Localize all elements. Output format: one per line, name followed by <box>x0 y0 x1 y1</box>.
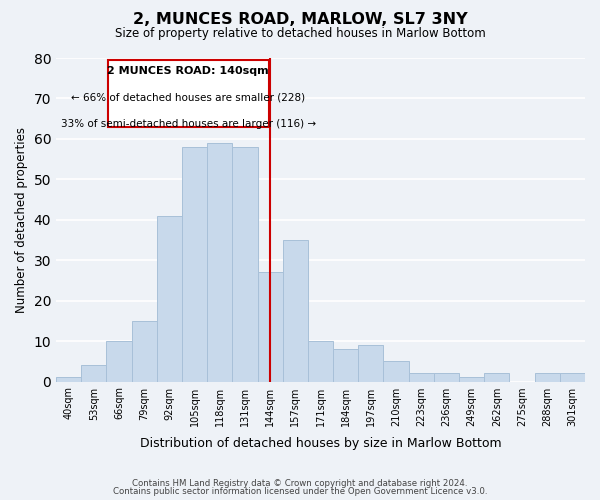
Y-axis label: Number of detached properties: Number of detached properties <box>15 127 28 313</box>
Bar <box>232 147 257 382</box>
Bar <box>131 321 157 382</box>
Bar <box>56 378 81 382</box>
Bar <box>484 374 509 382</box>
Bar <box>283 240 308 382</box>
Bar <box>106 341 131 382</box>
Bar <box>257 272 283 382</box>
Bar <box>434 374 459 382</box>
Bar <box>207 143 232 382</box>
Bar <box>560 374 585 382</box>
Text: 2, MUNCES ROAD, MARLOW, SL7 3NY: 2, MUNCES ROAD, MARLOW, SL7 3NY <box>133 12 467 28</box>
Bar <box>308 341 333 382</box>
Bar <box>459 378 484 382</box>
Text: 2 MUNCES ROAD: 140sqm: 2 MUNCES ROAD: 140sqm <box>107 66 269 76</box>
Text: Size of property relative to detached houses in Marlow Bottom: Size of property relative to detached ho… <box>115 28 485 40</box>
Bar <box>182 147 207 382</box>
Bar <box>383 362 409 382</box>
Bar <box>157 216 182 382</box>
Bar <box>409 374 434 382</box>
Bar <box>81 366 106 382</box>
Bar <box>358 345 383 382</box>
X-axis label: Distribution of detached houses by size in Marlow Bottom: Distribution of detached houses by size … <box>140 437 502 450</box>
Text: Contains HM Land Registry data © Crown copyright and database right 2024.: Contains HM Land Registry data © Crown c… <box>132 478 468 488</box>
Bar <box>333 349 358 382</box>
Text: 33% of semi-detached houses are larger (116) →: 33% of semi-detached houses are larger (… <box>61 118 316 128</box>
Bar <box>535 374 560 382</box>
Text: Contains public sector information licensed under the Open Government Licence v3: Contains public sector information licen… <box>113 487 487 496</box>
Text: ← 66% of detached houses are smaller (228): ← 66% of detached houses are smaller (22… <box>71 92 305 102</box>
FancyBboxPatch shape <box>107 60 269 126</box>
